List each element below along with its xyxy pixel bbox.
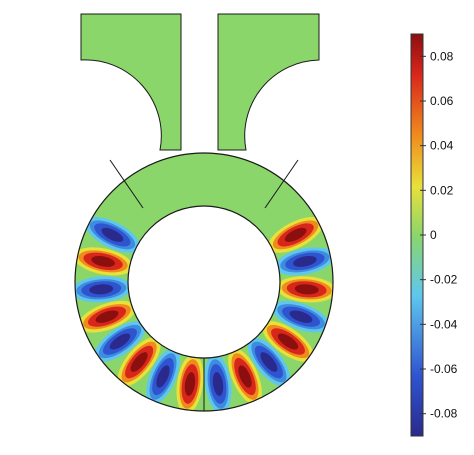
field-lobe — [204, 354, 232, 411]
lobe-layer — [293, 255, 317, 267]
field-lobe — [247, 337, 291, 387]
field-lobe — [262, 321, 314, 362]
field-lobe — [94, 321, 146, 362]
lobe-layer — [91, 255, 115, 267]
lobe-layer — [130, 352, 148, 372]
lobe-layer — [109, 333, 131, 350]
field-lobe — [146, 348, 180, 405]
lobe-layer — [184, 372, 196, 396]
field-lobe — [176, 354, 204, 411]
field-lobe — [272, 300, 330, 333]
lobe-layer — [277, 333, 299, 350]
field-lobe — [75, 276, 132, 303]
colorbar-tick-label: 0.02 — [430, 183, 454, 197]
lobe-layer — [260, 352, 278, 372]
colorbar-tick-label: 0.08 — [430, 49, 454, 63]
field-lobe — [268, 216, 323, 253]
lobe-layer — [284, 227, 307, 242]
lobe-layer — [95, 310, 119, 323]
field-lobe — [117, 337, 161, 387]
lobe-layer — [101, 227, 124, 242]
field-lobe — [85, 216, 140, 253]
lobe-layer — [156, 365, 170, 388]
colorbar-tick-label: -0.02 — [430, 273, 458, 287]
field-lobe — [78, 300, 136, 333]
lobe-layer — [89, 284, 114, 295]
field-lobe — [276, 276, 333, 303]
colorbar-tick-label: -0.08 — [430, 407, 458, 421]
left-arm — [80, 13, 182, 151]
colorbar-tick-label: 0.04 — [430, 139, 454, 153]
field-lobe — [75, 247, 133, 276]
lobe-layer — [238, 365, 252, 388]
lobe-layer — [289, 310, 313, 323]
left-seam — [109, 159, 144, 209]
colorbar-ticks: 0.08 0.06 0.04 0.02 0 -0.02 -0.04 -0.06 -0.08 — [420, 49, 458, 421]
field-lobe — [275, 247, 333, 276]
lobe-layer — [294, 284, 319, 295]
right-seam — [264, 159, 299, 209]
ring-outline — [74, 152, 334, 412]
field-lobe — [228, 348, 262, 405]
colorbar-tick-label: -0.04 — [430, 317, 458, 331]
lobe-layer — [212, 372, 224, 396]
colorbar-tick-label: 0 — [430, 228, 437, 242]
colorbar-tick-label: -0.06 — [430, 362, 458, 376]
colorbar-tick-label: 0.06 — [430, 94, 454, 108]
right-arm — [217, 13, 320, 151]
